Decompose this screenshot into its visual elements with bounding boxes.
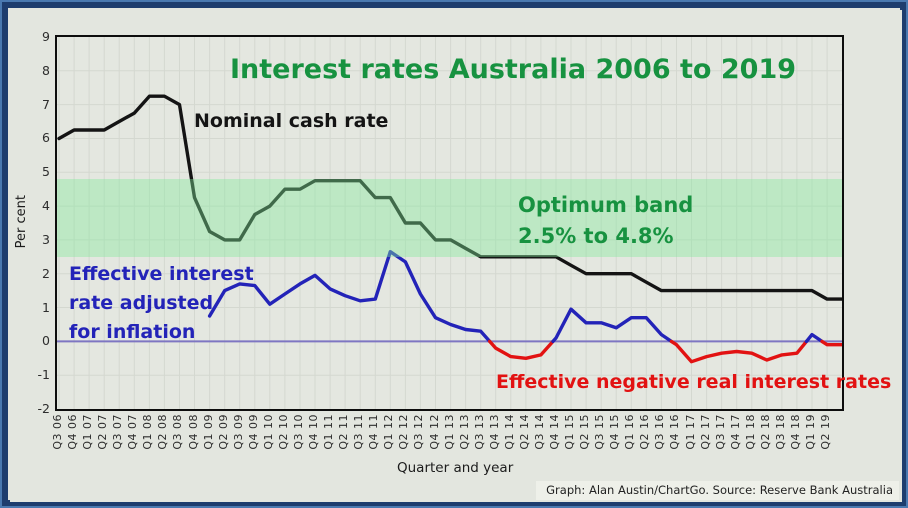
effective-rate-label-line3: for inflation [69,321,196,343]
x-tick-label: Q2 12 [397,414,411,450]
real-rate-line-negative [669,339,809,364]
chart-background: 9 8 7 6 5 4 3 2 1 0 -1 -2 Q3 06 Q4 06 Q1 07 Q2 07 Q3 07… [10,10,902,502]
x-tick-label: Q3 14 [532,414,546,450]
plot-svg [57,37,842,409]
x-tick-label: Q4 16 [668,414,682,450]
x-tick-label: Q2 11 [337,414,351,450]
x-tick-label: Q3 17 [713,414,727,450]
x-tick-label: Q2 17 [698,414,712,450]
chart-title: Interest rates Australia 2006 to 2019 [230,54,797,85]
x-tick-label: Q3 10 [291,414,305,450]
x-tick-label: Q2 19 [819,414,833,450]
effective-rate-label: Effective interest rate adjusted for inf… [69,260,254,347]
y-tick-label: -1 [37,367,50,383]
y-tick-label: 7 [42,96,50,112]
x-tick-label: Q2 13 [457,414,471,450]
y-tick-label: -2 [37,401,50,416]
x-tick-label: Q1 17 [683,414,697,450]
x-tick-label: Q1 09 [201,414,215,450]
y-tick-label: 5 [42,164,50,180]
x-tick-label: Q4 17 [728,414,742,450]
nominal-cash-rate-line [57,94,842,301]
x-tick-label: Q3 07 [111,414,125,450]
x-tick-label: Q1 07 [81,414,95,450]
y-tick-label: 2 [42,265,50,281]
x-tick-label: Q2 07 [96,414,110,450]
x-tick-label: Q4 08 [186,414,200,450]
y-tick-label: 8 [42,62,50,78]
x-tick-label: Q2 16 [638,414,652,450]
y-tick-label: 3 [42,231,50,247]
credit-text: Graph: Alan Austin/ChartGo. Source: Rese… [536,481,899,500]
x-tick-label: Q3 06 [51,414,64,450]
x-tick-label: Q4 11 [367,414,381,450]
x-tick-label: Q1 18 [743,414,757,450]
x-tick-label: Q3 13 [472,414,486,450]
x-tick-label: Q4 07 [126,414,140,450]
x-tick-label: Q4 09 [246,414,260,450]
x-tick-label: Q1 13 [442,414,456,450]
real-rate-line-positive [804,332,824,344]
optimum-band-label-line2: 2.5% to 4.8% [518,224,674,248]
y-tick-label: 4 [42,198,50,214]
x-tick-label: Q4 13 [487,414,501,450]
x-tick-label: Q1 14 [502,414,516,450]
y-tick-label: 6 [42,130,50,146]
optimum-band-label-line1: Optimum band [518,193,694,217]
x-tick-label: Q1 12 [382,414,396,450]
x-tick-label: Q2 15 [578,414,592,450]
x-tick-label: Q1 10 [261,414,275,450]
x-tick-label: Q2 14 [517,414,531,450]
optimum-band-label: Optimum band 2.5% to 4.8% [518,190,693,252]
x-tick-label: Q4 06 [66,414,80,450]
x-tick-label: Q3 09 [231,414,245,450]
x-tick-label: Q1 08 [141,414,155,450]
x-tick-label: Q3 18 [773,414,787,450]
y-tick-label: 0 [42,333,50,349]
x-tick-label: Q3 12 [412,414,426,450]
x-tick-label: Q3 11 [352,414,366,450]
x-tick-label: Q4 18 [788,414,802,450]
y-tick-label: 9 [42,29,50,44]
x-tick-label: Q4 10 [307,414,321,450]
x-tick-label: Q2 09 [216,414,230,450]
effective-rate-label-line2: rate adjusted [69,292,214,314]
x-tick-label: Q4 15 [608,414,622,450]
y-tick-label: 1 [42,299,50,315]
plot-area [55,35,844,411]
negative-rate-label: Effective negative real interest rates [496,371,892,393]
x-tick-label: Q4 12 [427,414,441,450]
real-rate-line-positive [551,307,674,344]
real-rate-line-negative [820,339,842,347]
x-tick-label: Q2 18 [758,414,772,450]
x-tick-label: Q1 15 [563,414,577,450]
x-tick-label: Q2 08 [156,414,170,450]
x-tick-label: Q1 16 [623,414,637,450]
real-rate-line-negative [488,339,555,360]
effective-rate-label-line1: Effective interest [69,263,254,285]
real-rate-line-positive [207,250,492,344]
x-tick-label: Q2 10 [276,414,290,450]
x-tick-label: Q3 08 [171,414,185,450]
x-tick-label: Q1 19 [804,414,817,450]
x-tick-label: Q4 14 [547,414,561,450]
x-tick-label: Q3 15 [593,414,607,450]
x-axis-label: Quarter and year [397,460,514,476]
x-tick-label: Q1 11 [322,414,336,450]
x-tick-label: Q3 16 [653,414,667,450]
nominal-cash-rate-label: Nominal cash rate [194,110,389,132]
y-axis-label: Per cent [14,195,29,249]
